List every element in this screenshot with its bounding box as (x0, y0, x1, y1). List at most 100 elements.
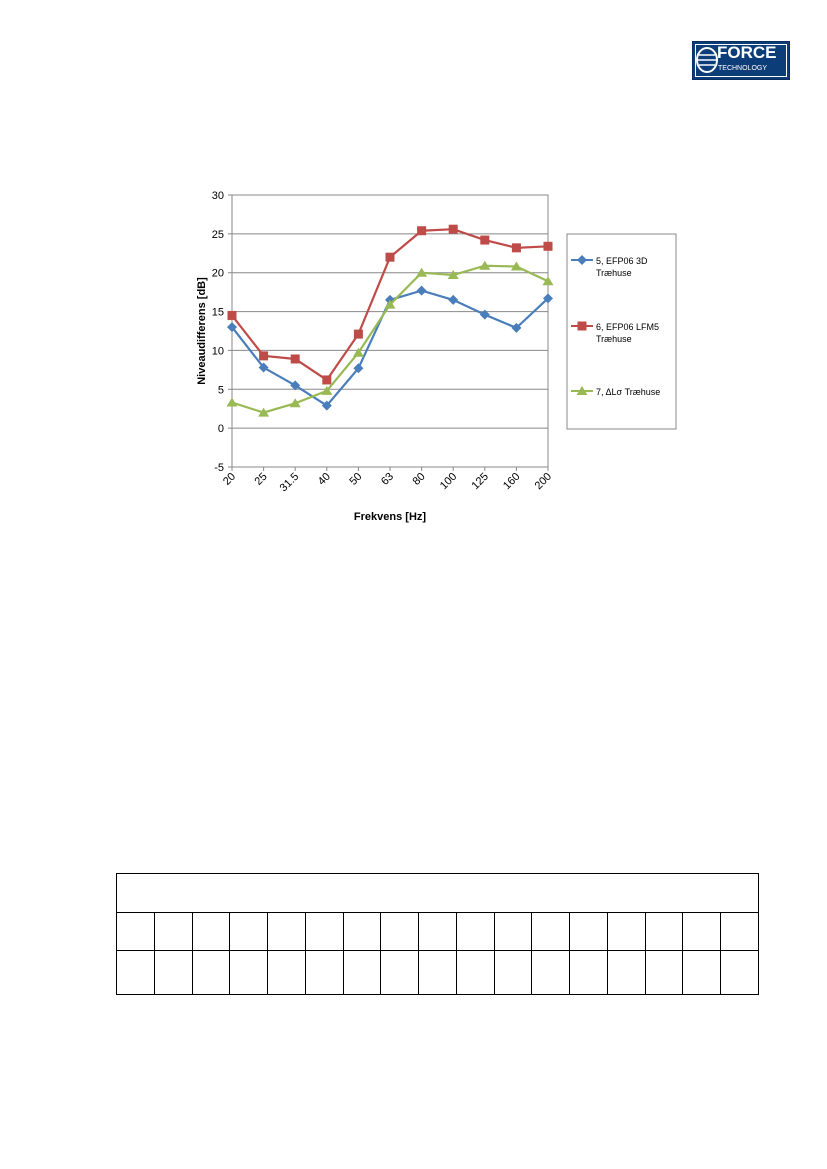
x-tick-label: 63 (379, 471, 396, 488)
table-cell (344, 951, 382, 995)
table-cell (193, 951, 231, 995)
table-cell (419, 951, 457, 995)
table-cell (570, 912, 608, 950)
table-cell (457, 912, 495, 950)
table-cell (495, 912, 533, 950)
data-point (384, 299, 396, 309)
data-point (448, 224, 458, 234)
table-cell (306, 951, 344, 995)
y-tick-label: 15 (212, 307, 224, 319)
table-row (117, 951, 758, 995)
table-cell (155, 951, 193, 995)
legend-marker (576, 386, 588, 395)
x-tick-label: 100 (438, 471, 459, 492)
data-point (447, 270, 459, 280)
legend-entry: 6, EFP06 LFM5 Træhuse (571, 321, 659, 344)
table-cell (344, 912, 382, 950)
legend-label: 6, EFP06 LFM5 Træhuse (596, 322, 659, 344)
data-point (480, 235, 490, 245)
series-2 (227, 224, 553, 385)
table-cell (381, 912, 420, 950)
data-point (511, 322, 522, 333)
data-point (416, 267, 428, 277)
force-technology-logo: FORCE TECHNOLOGY (692, 41, 790, 80)
table-cell (381, 951, 420, 995)
y-tick-label: -5 (214, 462, 224, 474)
table-header-row (117, 874, 758, 913)
x-tick-label: 31.5 (278, 471, 302, 495)
table-cell (646, 951, 684, 995)
data-point (259, 351, 269, 361)
data-point (321, 400, 332, 411)
data-point (543, 241, 553, 251)
data-point (416, 285, 427, 296)
chart-legend: 5, EFP06 3D Træhuse 6, EFP06 LFM5 Træhuse 7,… (571, 255, 660, 397)
table-cell (495, 951, 533, 995)
x-tick-label: 125 (469, 471, 490, 492)
data-point (352, 347, 364, 357)
legend-marker (577, 321, 587, 331)
table-cell (721, 951, 758, 995)
series-3 (226, 260, 554, 417)
data-point (479, 260, 491, 270)
table-cell (155, 912, 193, 950)
data-point (417, 226, 427, 236)
y-axis-ticks: -5 0 5 10 15 20 25 30 (212, 190, 232, 474)
data-point (227, 310, 237, 320)
logo-frame (695, 44, 787, 77)
table-cell (683, 912, 722, 950)
legend-box (566, 233, 677, 430)
table-cell (570, 951, 608, 995)
plot-area-border (231, 194, 549, 468)
table-cell (193, 912, 231, 950)
table-cell (230, 912, 269, 950)
x-tick-label: 50 (347, 471, 364, 488)
y-tick-label: 30 (212, 190, 224, 202)
x-tick-label: 200 (533, 471, 554, 492)
legend-marker (577, 255, 587, 265)
data-point (511, 243, 521, 253)
y-axis-label: Niveaudifferens [dB] (196, 277, 208, 385)
y-tick-label: 20 (212, 268, 224, 280)
data-point (542, 276, 554, 286)
table-cell (117, 912, 155, 950)
table-cell (532, 912, 571, 950)
legend-entry: 7, ΔLσ Træhuse (571, 386, 660, 397)
logo-wordmark: FORCE (717, 43, 777, 62)
x-tick-label: 25 (253, 471, 270, 488)
data-point (258, 407, 270, 417)
table-cell (608, 912, 646, 950)
x-tick-label: 160 (501, 471, 522, 492)
data-point (258, 362, 269, 373)
y-tick-label: 25 (212, 229, 224, 241)
data-point (289, 398, 301, 408)
x-axis-label: Frekvens [Hz] (354, 511, 426, 523)
chart-grid (232, 194, 548, 468)
y-tick-label: 5 (218, 384, 224, 396)
data-point (510, 261, 522, 271)
table-cell (419, 912, 457, 950)
table-cell (306, 912, 344, 950)
table-row (117, 912, 758, 951)
x-tick-label: 80 (411, 471, 428, 488)
y-tick-label: 10 (212, 345, 224, 357)
data-point (290, 380, 301, 391)
table-cell (268, 912, 306, 950)
chart-series (226, 224, 554, 417)
table-cell (532, 951, 571, 995)
x-tick-label: 40 (316, 471, 333, 488)
data-point (226, 397, 238, 407)
data-point (448, 294, 459, 305)
table-cell (457, 951, 495, 995)
data-table (116, 873, 759, 995)
data-point (322, 375, 332, 385)
data-point (543, 293, 553, 304)
table-cell (608, 951, 646, 995)
logo-subtitle: TECHNOLOGY (718, 65, 768, 72)
logo-mark-icon (696, 47, 718, 73)
x-axis-ticks: 20 25 31.5 40 50 63 80 100 125 160 200 (221, 467, 554, 494)
table-cell (268, 951, 306, 995)
data-point (353, 329, 363, 339)
data-point (290, 354, 300, 364)
